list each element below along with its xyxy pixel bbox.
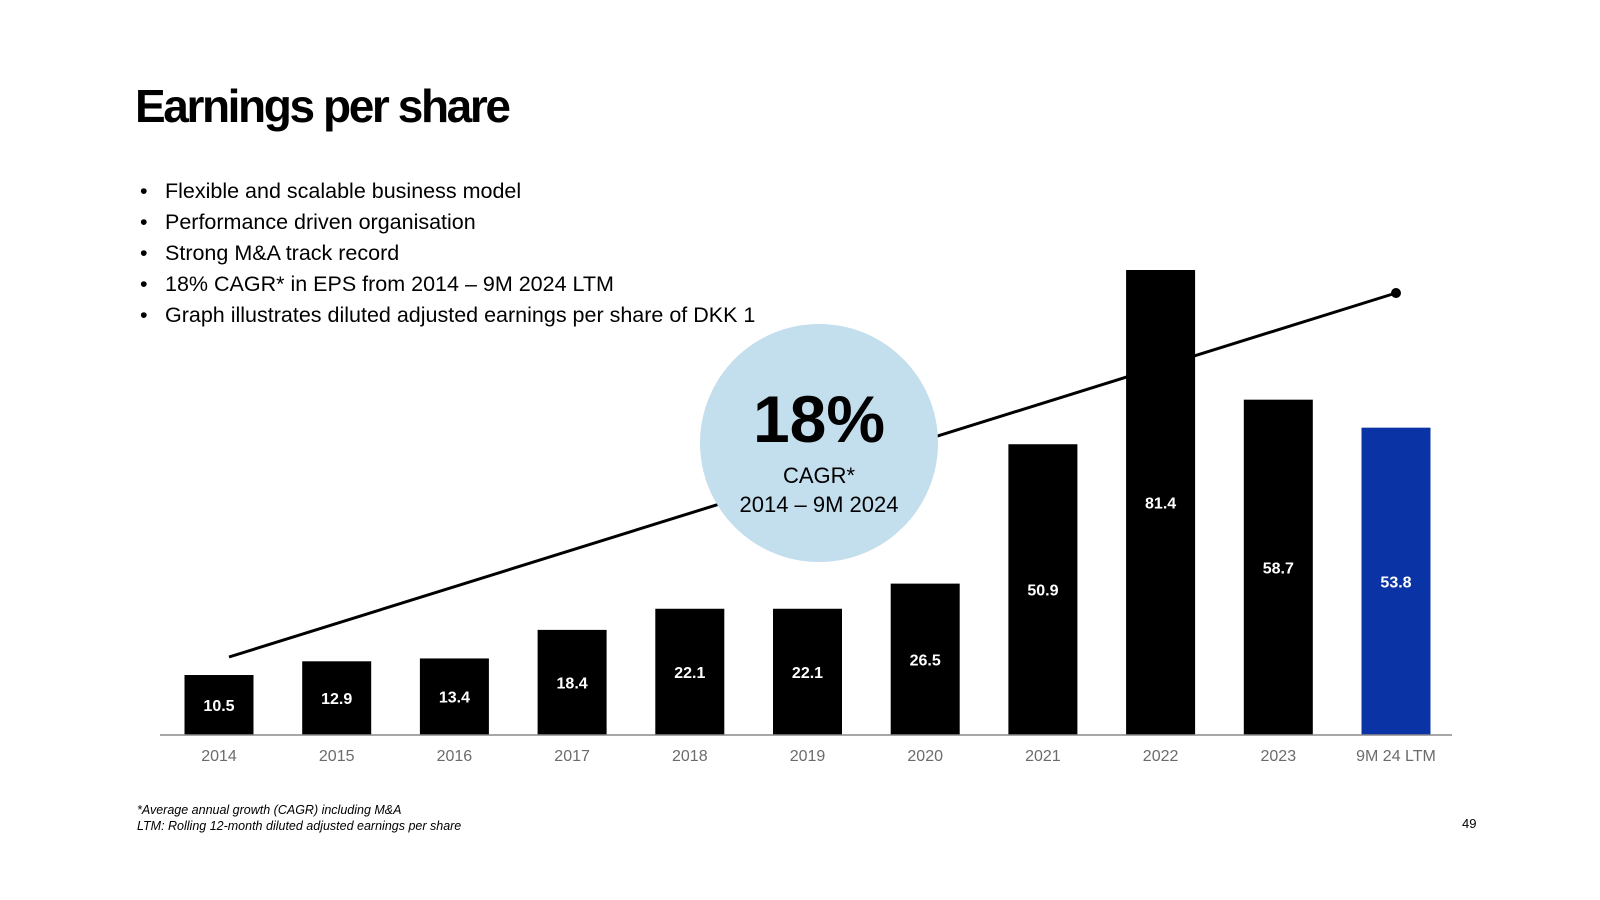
bar-9m-24-ltm: [1361, 427, 1431, 735]
x-tick-label: 2018: [672, 748, 708, 765]
bar-2015: [302, 661, 372, 735]
x-tick-labels: 2014 2015 2016 2017 2018 2019 2020 2021 2022 2023…: [201, 748, 1436, 765]
bar-value-label: 53.8: [1380, 574, 1411, 591]
x-tick-label: 9M 24 LTM: [1356, 748, 1436, 765]
bar-2019: [773, 608, 842, 735]
page-number: 49: [1462, 816, 1477, 831]
bar-value-label: 13.4: [439, 690, 470, 707]
bar-value-label: 22.1: [792, 665, 823, 682]
bars-layer: 10.5 12.9 13.4 18.4 22.1 22.1 26.5 50.9 81.4 58.7…: [184, 270, 1431, 735]
bullet-item: Performance driven organisation: [140, 207, 755, 238]
bar-2020: [890, 583, 960, 735]
cagr-badge-value: 18%: [753, 382, 885, 456]
slide-title: Earnings per share: [135, 80, 511, 132]
bar-2016: [419, 658, 489, 735]
footnote-ltm: LTM: Rolling 12-month diluted adjusted e…: [137, 819, 462, 833]
bar-value-label: 50.9: [1027, 583, 1058, 600]
trend-line-endpoint: [1391, 288, 1401, 298]
bar-value-label: 58.7: [1263, 560, 1294, 577]
x-tick-label: 2016: [437, 748, 473, 765]
cagr-badge-label: CAGR*: [783, 463, 856, 488]
bullet-list: Flexible and scalable business model Per…: [140, 176, 755, 331]
x-tick-label: 2020: [907, 748, 943, 765]
bullet-item: Flexible and scalable business model: [140, 176, 755, 207]
x-tick-label: 2014: [201, 748, 237, 765]
x-tick-label: 2019: [790, 748, 826, 765]
bar-2014: [184, 675, 254, 735]
x-tick-label: 2015: [319, 748, 355, 765]
bar-2022: [1126, 270, 1196, 735]
bar-2018: [655, 608, 725, 735]
bullet-item: 18% CAGR* in EPS from 2014 – 9M 2024 LTM: [140, 269, 755, 300]
cagr-badge-period: 2014 – 9M 2024: [739, 492, 898, 517]
bar-value-label: 18.4: [557, 675, 588, 692]
x-tick-label: 2022: [1143, 748, 1179, 765]
bar-2023: [1243, 399, 1313, 735]
bullet-item: Graph illustrates diluted adjusted earni…: [140, 300, 755, 331]
bar-value-label: 81.4: [1145, 496, 1176, 513]
footnotes: *Average annual growth (CAGR) including …: [137, 802, 461, 834]
bar-value-label: 22.1: [674, 665, 705, 682]
bar-2017: [537, 629, 607, 735]
bar-value-label: 12.9: [321, 691, 352, 708]
x-tick-label: 2023: [1261, 748, 1297, 765]
bar-2021: [1008, 444, 1078, 735]
footnote-cagr: *Average annual growth (CAGR) including …: [137, 803, 402, 817]
bullet-item: Strong M&A track record: [140, 238, 755, 269]
bar-value-label: 10.5: [203, 698, 234, 715]
bar-value-label: 26.5: [910, 652, 941, 669]
cagr-badge-circle: [700, 324, 938, 562]
x-tick-label: 2017: [554, 748, 590, 765]
x-tick-label: 2021: [1025, 748, 1061, 765]
